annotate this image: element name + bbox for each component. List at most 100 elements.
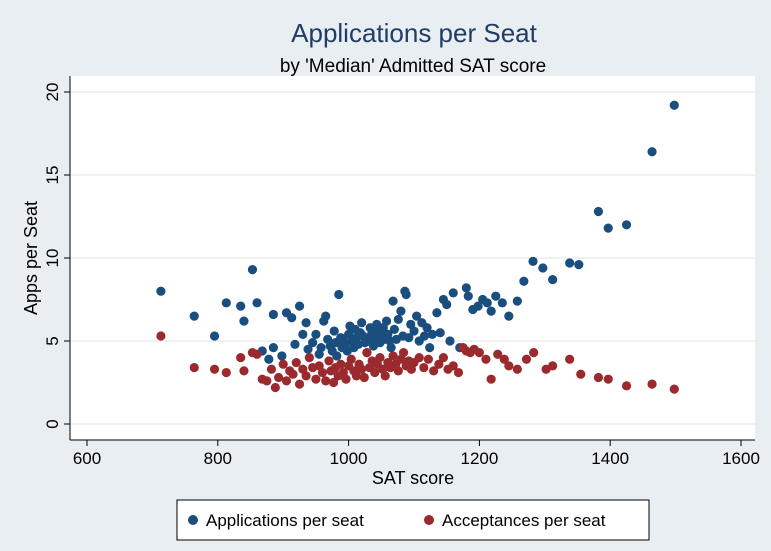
x-tick-label: 600 [73,449,101,468]
applications-point [442,299,452,310]
applications-point [647,147,657,157]
applications-point [491,291,501,301]
acceptances-point [357,364,367,374]
acceptances-point [434,359,444,369]
data-points [156,100,679,394]
applications-point [388,296,398,306]
applications-point [548,274,558,285]
applications-point [236,301,246,311]
x-tick-label: 1400 [591,449,629,468]
applications-point [593,206,604,217]
acceptances-point [375,353,385,363]
acceptances-point [453,367,464,378]
applications-point [528,256,538,266]
applications-point [268,343,278,353]
applications-point [669,100,679,110]
acceptances-point [647,379,657,389]
legend-marker-applications [188,515,198,525]
applications-point [486,306,496,316]
acceptances-point [266,364,277,374]
acceptances-point [262,376,272,386]
applications-point [321,311,331,321]
applications-point [435,328,445,338]
applications-point [252,298,262,308]
applications-point [504,311,514,321]
applications-point [386,343,396,353]
applications-point [427,329,437,339]
acceptances-point [321,376,331,386]
acceptances-point [346,354,356,364]
legend-box [176,499,650,541]
applications-point [247,265,258,275]
acceptances-point [274,372,284,383]
acceptances-point [281,376,292,386]
applications-point [404,333,414,343]
applications-point [389,324,399,334]
acceptances-point [351,371,362,381]
applications-point [445,336,455,346]
applications-point [298,329,308,339]
acceptances-point [189,362,199,373]
applications-point [482,298,492,308]
applications-point [156,286,166,296]
applications-point [290,339,300,349]
acceptances-point [317,367,328,378]
acceptances-point [423,354,433,364]
applications-point [519,276,529,286]
acceptances-point [252,349,262,359]
applications-point [221,298,231,308]
y-tick-label: 0 [43,419,62,428]
applications-point [294,301,305,311]
y-tick-label: 15 [43,166,62,185]
legend-marker-acceptances [424,515,434,525]
acceptances-point [419,362,429,373]
acceptances-point [270,382,280,393]
acceptances-point [370,367,380,378]
acceptances-point [239,366,249,376]
x-tick-label: 800 [204,449,232,468]
acceptances-point [493,349,503,359]
applications-point [401,289,411,300]
applications-point [409,326,419,336]
y-tick-label: 10 [43,249,62,268]
acceptances-point [429,366,439,376]
acceptances-point [621,381,632,391]
applications-point [425,343,435,353]
applications-point [463,291,473,301]
applications-point [311,329,321,339]
applications-point [565,258,575,268]
acceptances-point [393,366,403,376]
y-axis-ticks: 0 5 10 15 20 [43,83,70,429]
applications-point [189,311,199,321]
applications-point [574,260,584,270]
y-tick-label: 20 [43,83,62,102]
applications-point [239,316,249,326]
applications-point [303,344,313,354]
applications-point [332,351,342,361]
acceptances-point [438,353,449,363]
acceptances-point [288,369,298,379]
acceptances-point [341,374,351,384]
applications-point [316,343,326,353]
acceptances-point [481,354,491,364]
applications-point [287,313,297,323]
applications-point [334,289,344,300]
acceptances-point [504,361,514,371]
applications-point [419,331,430,341]
acceptances-point [512,364,522,374]
acceptances-point [565,354,575,364]
chart-subtitle: by 'Median' Admitted SAT score [280,56,546,77]
acceptances-point [362,348,372,358]
applications-point [473,301,483,311]
y-axis-label: Apps per Seat [21,201,41,315]
applications-point [448,288,458,298]
acceptances-point [486,374,496,384]
applications-point [264,354,274,364]
x-axis-ticks: 600 800 1000 1200 1400 1600 [73,440,760,468]
x-tick-label: 1600 [722,449,760,468]
acceptances-point [209,364,220,374]
acceptances-point [304,353,314,363]
y-tick-label: 5 [43,336,62,345]
acceptances-point [548,361,558,371]
